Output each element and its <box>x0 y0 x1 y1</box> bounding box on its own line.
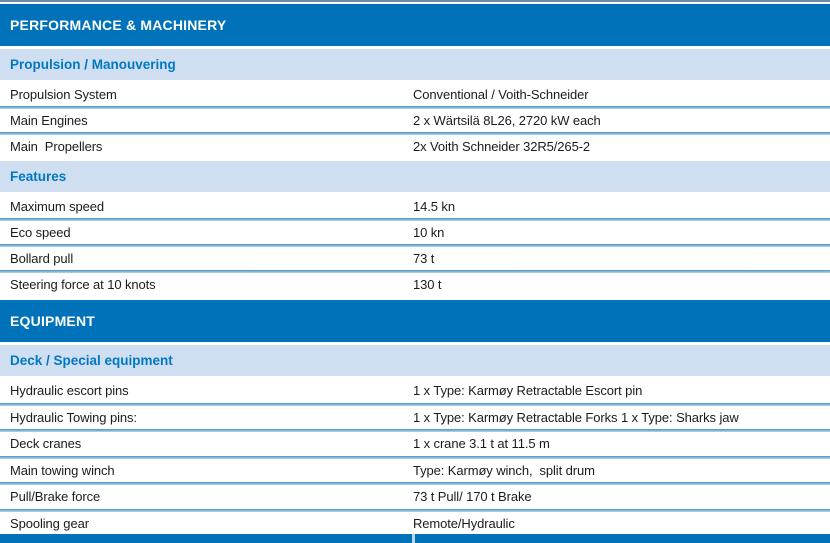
row-divider <box>0 402 830 406</box>
row-label: Deck cranes <box>10 436 82 452</box>
row-label: Steering force at 10 knots <box>10 277 156 292</box>
row-value: Type: Karmøy winch, split drum <box>413 462 595 478</box>
table-row: Bollard pull 73 t <box>0 247 830 270</box>
propulsion-rows: Propulsion System Conventional / Voith-S… <box>0 83 830 158</box>
row-divider <box>0 132 830 135</box>
table-row: Main Engines 2 x Wärtsilä 8L26, 2720 kW … <box>0 109 830 132</box>
table-row: Hydraulic escort pins 1 x Type: Karmøy R… <box>0 379 830 403</box>
table-row: Eco speed 10 kn <box>0 221 830 244</box>
row-divider <box>0 482 830 485</box>
table-row: Deck cranes 1 x crane 3.1 t at 11.5 m <box>0 432 830 456</box>
group-header-features: Features <box>0 161 830 192</box>
table-row: Main Propellers 2x Voith Schneider 32R5/… <box>0 135 830 158</box>
row-label: Main towing winch <box>10 462 115 478</box>
row-label: Eco speed <box>10 225 71 240</box>
row-value: 73 t <box>413 251 435 266</box>
row-divider <box>0 218 830 221</box>
table-row: Propulsion System Conventional / Voith-S… <box>0 83 830 106</box>
row-label: Main Engines <box>10 113 88 128</box>
row-value: 2x Voith Schneider 32R5/265-2 <box>413 139 591 154</box>
row-label: Maximum speed <box>10 199 105 214</box>
section-header-equipment: EQUIPMENT <box>0 300 830 342</box>
group-title: Propulsion / Manouvering <box>10 57 176 72</box>
row-value: Remote/Hydraulic <box>413 515 515 531</box>
bottom-accent-bar <box>0 534 830 543</box>
row-label: Hydraulic Towing pins: <box>10 409 137 425</box>
row-label: Bollard pull <box>10 251 74 266</box>
row-value: 2 x Wärtsilä 8L26, 2720 kW each <box>413 113 601 128</box>
row-divider <box>0 244 830 247</box>
section-title: EQUIPMENT <box>10 313 96 329</box>
row-divider <box>0 429 830 432</box>
row-value: 130 t <box>413 277 442 292</box>
section-header-performance-machinery: PERFORMANCE & MACHINERY <box>0 4 830 46</box>
row-value: 1 x Type: Karmøy Retractable Forks 1 x T… <box>413 409 739 425</box>
row-label: Hydraulic escort pins <box>10 383 129 399</box>
features-rows: Maximum speed 14.5 kn Eco speed 10 kn Bo… <box>0 195 830 296</box>
row-divider <box>0 106 830 109</box>
row-value: Conventional / Voith-Schneider <box>413 87 589 102</box>
section-title: PERFORMANCE & MACHINERY <box>10 17 227 33</box>
row-divider <box>0 508 830 512</box>
table-row: Main towing winch Type: Karmøy winch, sp… <box>0 459 830 483</box>
table-row: Spooling gear Remote/Hydraulic <box>0 512 830 536</box>
table-row: Maximum speed 14.5 kn <box>0 195 830 218</box>
row-divider <box>0 455 830 459</box>
row-label: Pull/Brake force <box>10 489 101 505</box>
group-title: Deck / Special equipment <box>10 353 173 368</box>
group-header-deck-special-equipment: Deck / Special equipment <box>0 345 830 376</box>
row-value: 1 x crane 3.1 t at 11.5 m <box>413 436 550 452</box>
row-value: 14.5 kn <box>413 199 455 214</box>
table-row: Pull/Brake force 73 t Pull/ 170 t Brake <box>0 485 830 509</box>
group-header-propulsion-manouvering: Propulsion / Manouvering <box>0 49 830 80</box>
group-title: Features <box>10 169 67 184</box>
deck-equipment-rows: Hydraulic escort pins 1 x Type: Karmøy R… <box>0 379 830 535</box>
column-divider-notch <box>412 534 415 543</box>
row-value: 73 t Pull/ 170 t Brake <box>413 489 532 505</box>
row-value: 1 x Type: Karmøy Retractable Escort pin <box>413 383 643 399</box>
row-divider <box>0 270 830 273</box>
table-row: Hydraulic Towing pins: 1 x Type: Karmøy … <box>0 406 830 430</box>
table-row: Steering force at 10 knots 130 t <box>0 273 830 296</box>
row-label: Propulsion System <box>10 87 117 102</box>
row-value: 10 kn <box>413 225 445 240</box>
row-label: Main Propellers <box>10 139 103 154</box>
row-label: Spooling gear <box>10 515 89 531</box>
